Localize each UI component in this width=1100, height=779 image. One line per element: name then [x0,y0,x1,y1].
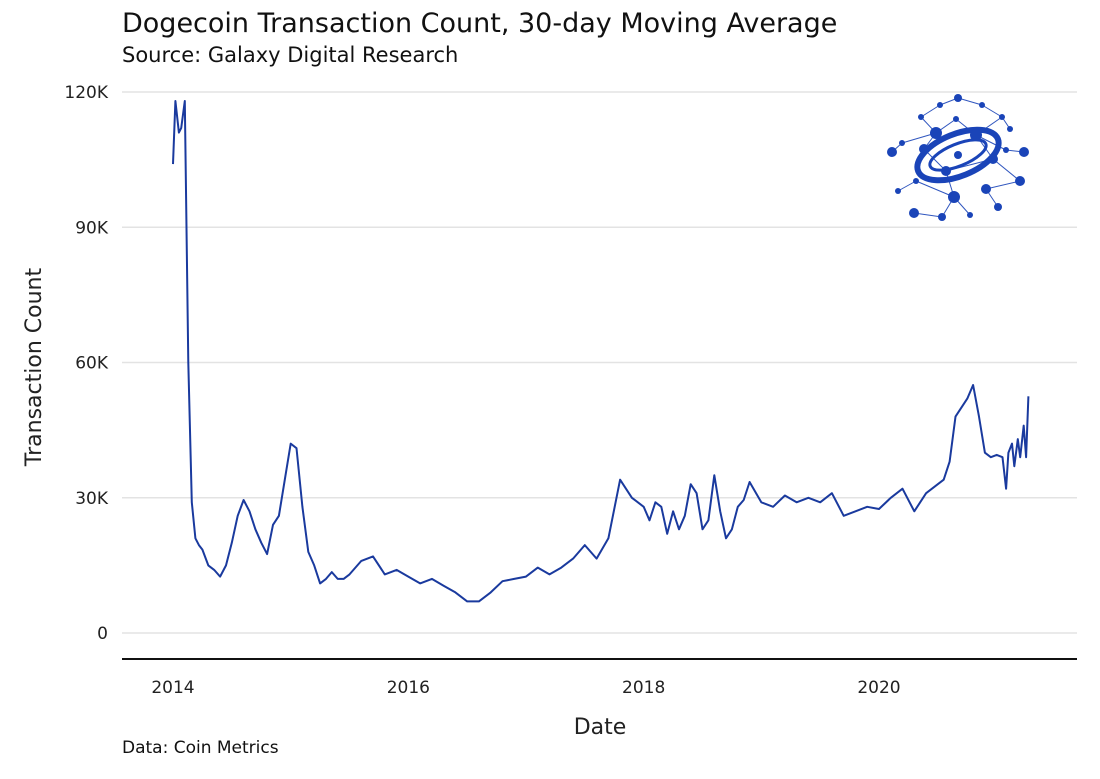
x-axis-label: Date [574,715,627,740]
y-tick-label: 30K [75,489,109,509]
data-caption: Data: Coin Metrics [122,738,279,758]
y-tick-label: 120K [64,83,108,103]
chart-title: Dogecoin Transaction Count, 30-day Movin… [122,8,838,39]
y-tick-label: 90K [75,218,109,238]
x-tick-label: 2020 [857,678,900,698]
y-axis-ticks: 0 30K 60K 90K 120K [64,83,108,644]
x-axis-ticks: 2014 2016 2018 2020 [151,678,900,698]
series-line [172,100,1030,603]
y-axis-label: Transaction Count [22,268,47,468]
x-tick-label: 2014 [151,678,194,698]
y-tick-label: 60K [75,354,109,374]
galaxy-digital-logo [887,94,1029,221]
gridlines [122,91,1077,634]
x-tick-label: 2016 [387,678,430,698]
x-tick-label: 2018 [622,678,665,698]
y-tick-label: 0 [97,624,108,644]
chart-subtitle: Source: Galaxy Digital Research [122,43,459,67]
